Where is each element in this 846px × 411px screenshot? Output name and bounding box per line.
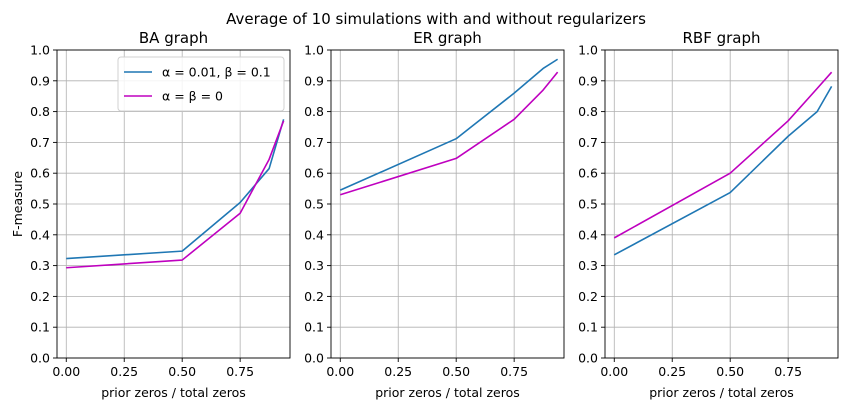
panel-3-ytick-label-1: 0.1	[578, 320, 598, 335]
panel-3-xtick-label-1: 0.25	[658, 364, 686, 379]
panel-2-ytick-label-8: 0.8	[304, 104, 324, 119]
panel-1-xtick-label-2: 0.50	[168, 364, 196, 379]
panel-2-ytick-label-1: 0.1	[304, 320, 324, 335]
panel-1-xtick-label-0: 0.00	[52, 364, 80, 379]
panel-3-ytick-label-9: 0.9	[578, 73, 598, 88]
panel-3-ytick-label-0: 0.0	[578, 351, 598, 366]
panel-3-xtick-label-0: 0.00	[600, 364, 628, 379]
panel-2-xtick-label-3: 0.75	[500, 364, 528, 379]
panel-1-ytick-label-8: 0.8	[30, 104, 50, 119]
panel-3-xtick-label-2: 0.50	[716, 364, 744, 379]
panel-2-title: ER graph	[413, 29, 482, 47]
panel-1-xtick-label-1: 0.25	[110, 364, 138, 379]
panel-1-title: BA graph	[139, 29, 208, 47]
panel-3-title: RBF graph	[682, 29, 760, 47]
panel-2-ytick-label-7: 0.7	[304, 135, 324, 150]
panel-1-ytick-label-10: 1.0	[30, 43, 50, 58]
panel-3-ytick-label-10: 1.0	[578, 43, 598, 58]
panel-1-ytick-label-5: 0.5	[30, 197, 50, 212]
panel-3-ytick-label-4: 0.4	[578, 227, 598, 242]
panel-2-ytick-label-3: 0.3	[304, 258, 324, 273]
panel-1-series-line-2	[66, 120, 285, 269]
panel-1: 0.00 0.25 0.50 0.75 0.0 0.1 0.2 0.3 0.4 0.5 0.6 0.7…	[10, 29, 291, 400]
panel-2-ytick-label-4: 0.4	[304, 227, 324, 242]
panel-3-xtick-label-3: 0.75	[774, 364, 802, 379]
panel-2-ytick-label-10: 1.0	[304, 43, 324, 58]
panel-1-legend-label-2: α = β = 0	[162, 89, 223, 104]
panel-3-ytick-label-6: 0.6	[578, 166, 598, 181]
panel-3-ytick-label-3: 0.3	[578, 258, 598, 273]
panel-1-ytick-label-3: 0.3	[30, 258, 50, 273]
panel-1-ytick-label-4: 0.4	[30, 227, 50, 242]
panel-3-ytick-label-5: 0.5	[578, 197, 598, 212]
panel-2-xtick-label-1: 0.25	[384, 364, 412, 379]
panel-1-ytick-label-6: 0.6	[30, 166, 50, 181]
panel-1-ytick-label-0: 0.0	[30, 351, 50, 366]
panel-2-xtick-label-2: 0.50	[442, 364, 470, 379]
panel-2: 0.00 0.25 0.50 0.75 0.0 0.1 0.2 0.3 0.4 0.5 0.6 0.7…	[304, 29, 565, 400]
panel-2-ytick-label-5: 0.5	[304, 197, 324, 212]
panel-1-ytick-label-7: 0.7	[30, 135, 50, 150]
panel-1-ylabel: F-measure	[10, 171, 25, 238]
panel-1-ytick-label-1: 0.1	[30, 320, 50, 335]
panel-1-xtick-label-3: 0.75	[226, 364, 254, 379]
panel-2-ytick-label-0: 0.0	[304, 351, 324, 366]
panel-3-xlabel: prior zeros / total zeros	[649, 385, 794, 400]
panel-1-legend-label-1: α = 0.01, β = 0.1	[162, 65, 271, 80]
panel-3-series-line-1	[613, 85, 833, 256]
panel-2-xtick-label-0: 0.00	[326, 364, 354, 379]
panel-1-xlabel: prior zeros / total zeros	[101, 385, 246, 400]
panel-3-ytick-label-8: 0.8	[578, 104, 598, 119]
panel-3: 0.00 0.25 0.50 0.75 0.0 0.1 0.2 0.3 0.4 0.5 0.6 0.7…	[578, 29, 839, 400]
panel-1-legend-box	[117, 56, 285, 112]
figure-suptitle: Average of 10 simulations with and witho…	[226, 10, 646, 28]
panel-2-ytick-label-2: 0.2	[304, 289, 324, 304]
panel-2-ytick-label-9: 0.9	[304, 73, 324, 88]
panel-1-ytick-label-2: 0.2	[30, 289, 50, 304]
panel-2-xlabel: prior zeros / total zeros	[375, 385, 520, 400]
panel-2-series-line-2	[340, 71, 559, 196]
panel-2-ytick-label-6: 0.6	[304, 166, 324, 181]
panel-3-ytick-label-2: 0.2	[578, 289, 598, 304]
panel-1-ytick-label-9: 0.9	[30, 73, 50, 88]
panel-1-legend: α = 0.01, β = 0.1 α = β = 0	[117, 56, 285, 112]
panel-3-series-line-2	[613, 71, 833, 239]
panel-3-ytick-label-7: 0.7	[578, 135, 598, 150]
panel-2-series-line-1	[339, 58, 559, 191]
panel-1-series-line-1	[66, 119, 285, 260]
